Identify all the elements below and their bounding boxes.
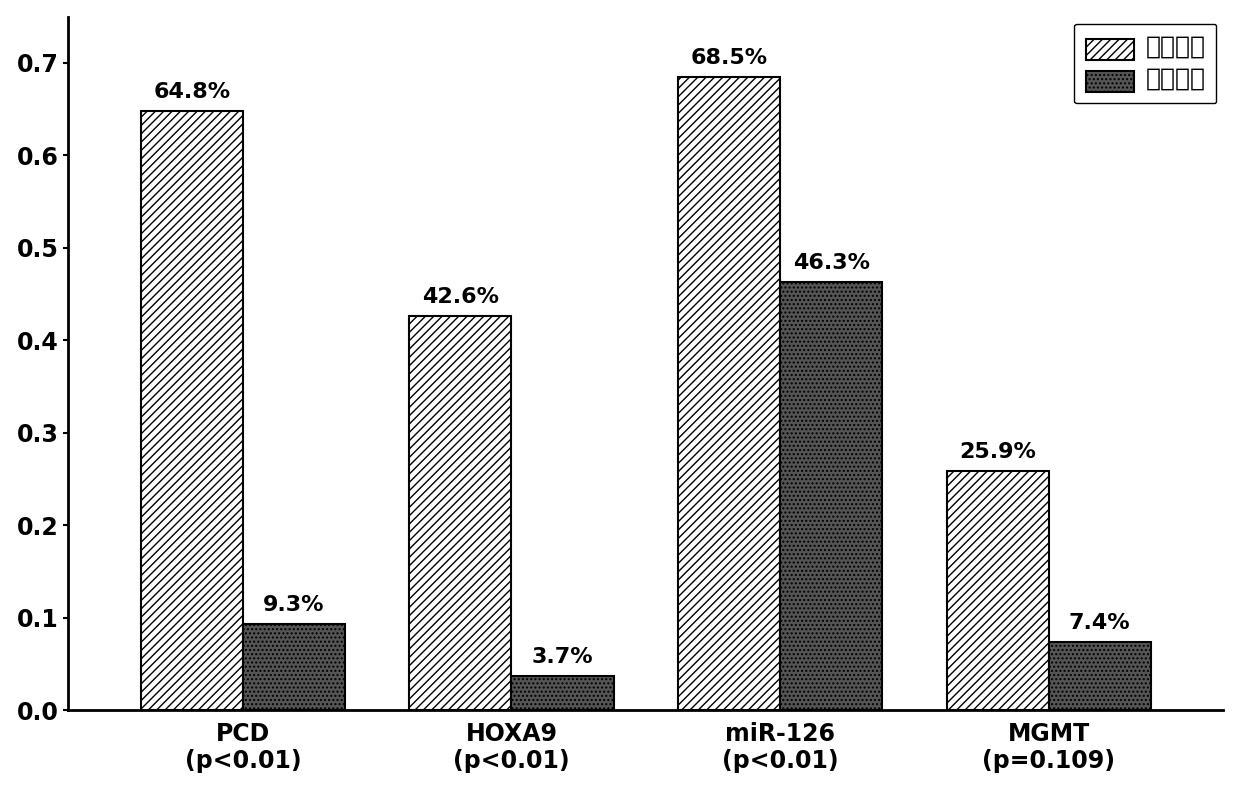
- Bar: [678, 77, 780, 710]
- Legend: 肿瘾组织, 正常组织: 肿瘾组织, 正常组织: [1074, 24, 1216, 103]
- Text: 42.6%: 42.6%: [422, 287, 498, 307]
- Text: 64.8%: 64.8%: [154, 82, 231, 102]
- Text: 9.3%: 9.3%: [263, 595, 325, 615]
- Text: 46.3%: 46.3%: [792, 253, 869, 273]
- Text: 7.4%: 7.4%: [1069, 613, 1131, 633]
- Text: 3.7%: 3.7%: [532, 647, 593, 667]
- Bar: [946, 471, 1049, 710]
- Text: 68.5%: 68.5%: [691, 47, 768, 67]
- Text: 25.9%: 25.9%: [960, 442, 1037, 461]
- Bar: [511, 676, 614, 710]
- Bar: [780, 282, 882, 710]
- Bar: [409, 316, 511, 710]
- Bar: [141, 111, 243, 710]
- Bar: [243, 624, 345, 710]
- Bar: [1049, 642, 1151, 710]
